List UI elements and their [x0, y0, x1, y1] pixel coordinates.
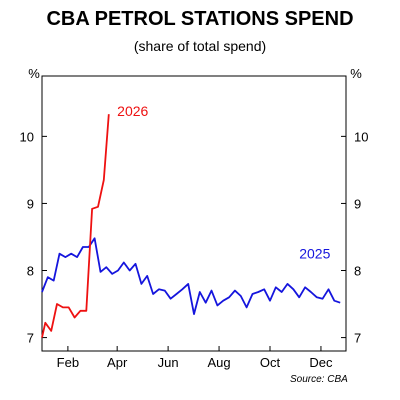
y-tick-label-left: 9 — [27, 196, 34, 211]
y-tick-label-right: 9 — [354, 196, 361, 211]
x-tick-label: Oct — [260, 355, 281, 370]
series-line-2026 — [41, 114, 110, 338]
series-label-2025: 2025 — [299, 245, 330, 261]
left-axis-unit: % — [28, 66, 40, 81]
x-tick-label: Jun — [158, 355, 179, 370]
series-layer: 2025 2026 — [41, 103, 341, 338]
chart-title: CBA PETROL STATIONS SPEND — [46, 8, 354, 30]
right-axis-unit: % — [350, 66, 362, 81]
plot-frame — [41, 75, 347, 352]
x-tick-label: Apr — [107, 355, 128, 370]
axes-layer: 7 7 8 8 9 9 10 10 Feb Apr Jun Aug Oct Dec — [20, 129, 369, 370]
chart-subtitle: (share of total spend) — [133, 38, 267, 54]
y-tick-label-right: 7 — [354, 331, 361, 346]
y-tick-label-left: 8 — [27, 264, 34, 279]
x-tick-label: Dec — [309, 355, 333, 370]
x-tick-label: Feb — [57, 355, 79, 370]
y-tick-label-right: 10 — [354, 129, 368, 144]
y-tick-label-left: 7 — [27, 331, 34, 346]
series-line-2025 — [41, 237, 341, 316]
y-tick-label-left: 10 — [20, 129, 34, 144]
y-tick-label-right: 8 — [354, 264, 361, 279]
series-label-2026: 2026 — [117, 103, 148, 119]
x-tick-label: Aug — [207, 355, 230, 370]
source-note: Source: CBA — [290, 374, 348, 385]
